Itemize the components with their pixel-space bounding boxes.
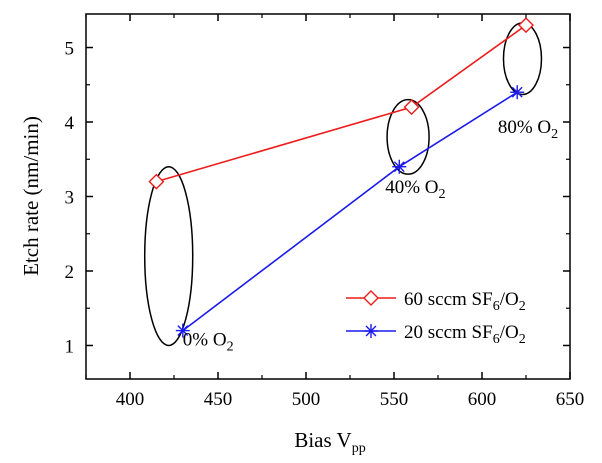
asterisk-marker (364, 324, 378, 338)
x-tick-label: 650 (556, 389, 585, 410)
legend: 60 sccm SF6/O2 20 sccm SF6/O2 (346, 289, 526, 347)
legend-label: 20 sccm SF6/O2 (404, 322, 526, 347)
x-tick-label: 450 (204, 389, 233, 410)
annotation-label: 80% O2 (498, 117, 558, 142)
y-tick-label: 5 (65, 39, 75, 60)
annotation-ellipse (386, 98, 430, 175)
annotation-labels: 0% O2 40% O2 80% O2 (183, 117, 558, 354)
annotation-ellipse (143, 165, 194, 347)
diamond-marker (148, 173, 165, 190)
x-tick-label: 400 (116, 389, 145, 410)
diamond-marker (363, 290, 379, 306)
diamond-marker (403, 99, 420, 116)
y-tick-label: 1 (65, 336, 75, 357)
x-tick-label: 550 (380, 389, 409, 410)
tick-labels: 400 450 500 550 600 650 1 2 3 4 5 (65, 39, 585, 410)
asterisk-marker (175, 323, 190, 338)
annotation-ellipse (502, 22, 543, 96)
x-tick-label: 500 (292, 389, 321, 410)
y-tick-label: 3 (65, 188, 75, 209)
x-tick-label: 600 (468, 389, 497, 410)
y-axis-label: Etch rate (nm/min) (19, 116, 43, 276)
legend-label: 60 sccm SF6/O2 (404, 289, 526, 314)
annotation-label: 40% O2 (385, 177, 445, 202)
diamond-marker (518, 17, 534, 34)
series-line-0 (156, 24, 527, 183)
y-tick-label: 2 (65, 262, 75, 283)
annotation-ellipses (143, 22, 543, 347)
axis-ticks (85, 14, 571, 379)
x-axis-label: Bias Vpp (294, 428, 365, 456)
y-tick-label: 4 (65, 113, 75, 134)
series-markers (148, 17, 534, 338)
asterisk-marker (392, 159, 407, 174)
asterisk-marker (510, 85, 525, 100)
annotation-label: 0% O2 (183, 329, 234, 354)
